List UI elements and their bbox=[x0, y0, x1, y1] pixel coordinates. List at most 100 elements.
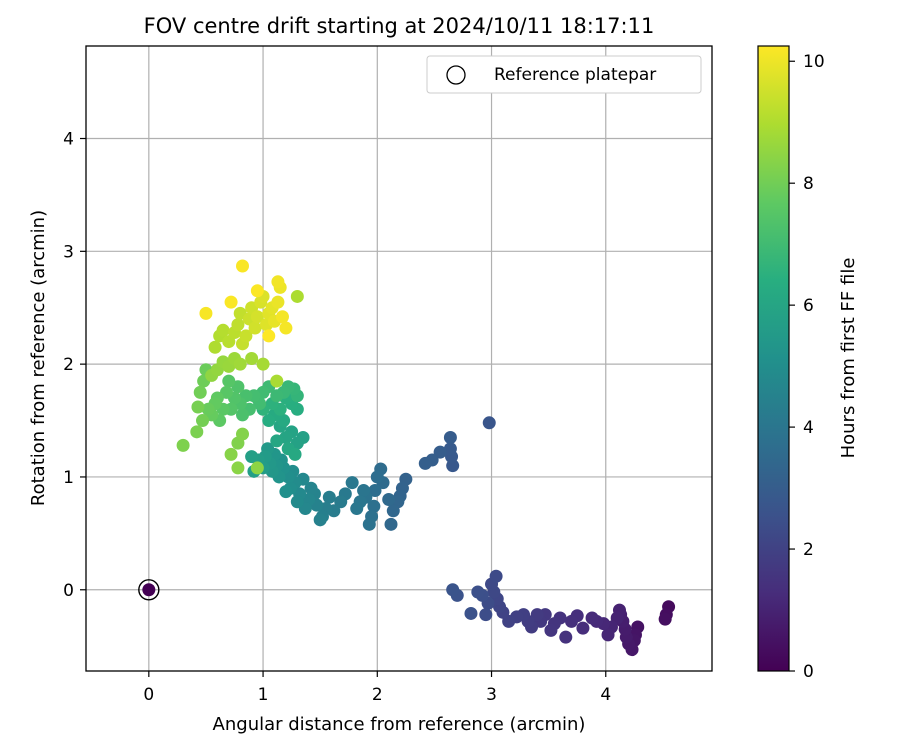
y-tick-label: 3 bbox=[63, 242, 74, 262]
data-point bbox=[250, 461, 264, 475]
data-point bbox=[245, 352, 259, 365]
data-point bbox=[464, 606, 478, 620]
colorbar-tick-label: 10 bbox=[803, 52, 825, 72]
data-point bbox=[256, 357, 270, 371]
data-point bbox=[443, 430, 457, 444]
colorbar-tick-label: 2 bbox=[803, 540, 814, 560]
data-point bbox=[222, 374, 236, 388]
data-point bbox=[208, 340, 222, 354]
data-point bbox=[193, 385, 207, 399]
data-points bbox=[138, 259, 676, 657]
data-point bbox=[231, 318, 245, 332]
data-point bbox=[530, 608, 544, 622]
data-point bbox=[290, 289, 304, 303]
data-point bbox=[345, 476, 359, 490]
legend-box bbox=[426, 55, 702, 94]
legend-marker bbox=[446, 65, 466, 85]
data-point bbox=[270, 434, 284, 448]
data-point bbox=[236, 427, 249, 441]
data-point bbox=[544, 623, 558, 637]
data-point bbox=[250, 310, 264, 324]
data-point bbox=[304, 481, 318, 495]
data-point bbox=[482, 416, 496, 430]
data-point bbox=[489, 569, 503, 583]
data-point bbox=[231, 461, 245, 475]
data-point bbox=[350, 502, 364, 516]
colorbar-label: Hours from first FF file bbox=[838, 258, 859, 459]
colorbar-gradient bbox=[757, 45, 790, 672]
data-point bbox=[479, 608, 493, 622]
plot-frame bbox=[85, 45, 713, 672]
chart-title: FOV centre drift starting at 2024/10/11 … bbox=[144, 14, 655, 38]
x-tick-label: 1 bbox=[258, 685, 269, 705]
data-point bbox=[199, 306, 213, 320]
data-point bbox=[270, 389, 284, 403]
data-point bbox=[382, 493, 396, 507]
data-point bbox=[471, 585, 485, 599]
data-point bbox=[279, 485, 293, 499]
data-point bbox=[275, 310, 289, 324]
data-point bbox=[279, 321, 293, 335]
data-point bbox=[384, 517, 398, 531]
data-point bbox=[224, 447, 238, 461]
data-point bbox=[176, 438, 190, 452]
data-point bbox=[250, 284, 264, 298]
data-point bbox=[313, 513, 327, 527]
data-point bbox=[239, 329, 253, 343]
data-point bbox=[446, 583, 460, 597]
data-point bbox=[418, 456, 432, 470]
data-point bbox=[357, 483, 371, 497]
data-point bbox=[196, 414, 210, 428]
data-point bbox=[142, 583, 156, 597]
data-point bbox=[216, 323, 230, 337]
y-tick-label: 0 bbox=[63, 581, 74, 601]
data-point bbox=[443, 442, 457, 456]
x-tick-label: 2 bbox=[372, 685, 383, 705]
colorbar-tick-label: 4 bbox=[803, 418, 814, 438]
data-point bbox=[367, 499, 381, 513]
legend: Reference platepar bbox=[426, 55, 702, 94]
y-tick-label: 4 bbox=[63, 130, 74, 150]
x-tick-label: 4 bbox=[600, 685, 611, 705]
grid bbox=[86, 46, 712, 671]
data-point bbox=[368, 483, 382, 497]
data-point bbox=[334, 495, 348, 509]
colorbar-tick-label: 8 bbox=[803, 174, 814, 194]
data-point bbox=[190, 425, 204, 439]
data-point bbox=[433, 445, 447, 459]
data-point bbox=[224, 295, 238, 309]
data-point bbox=[248, 321, 262, 335]
data-point bbox=[658, 612, 672, 626]
colorbar: 0 2 4 6 8 10 Hours from first FF file bbox=[757, 45, 859, 682]
colorbar-ticks: 0 2 4 6 8 10 bbox=[789, 52, 825, 682]
data-point bbox=[290, 495, 304, 509]
data-point bbox=[576, 621, 590, 635]
data-point bbox=[245, 450, 259, 464]
legend-label: Reference platepar bbox=[494, 65, 656, 85]
x-tick-label: 0 bbox=[143, 685, 154, 705]
data-point bbox=[585, 611, 599, 625]
data-point bbox=[236, 259, 249, 273]
data-point bbox=[564, 614, 578, 628]
reference-marker bbox=[138, 579, 160, 601]
y-axis-label: Rotation from reference (arcmin) bbox=[28, 210, 49, 506]
data-point bbox=[271, 275, 285, 289]
axis-ticks: 0 1 2 3 4 0 1 2 3 4 bbox=[63, 130, 611, 705]
data-point bbox=[386, 504, 400, 518]
colorbar-tick-label: 6 bbox=[803, 296, 814, 316]
colorbar-tick-label: 0 bbox=[803, 662, 814, 682]
data-point bbox=[362, 517, 376, 531]
x-tick-label: 3 bbox=[486, 685, 497, 705]
data-point bbox=[271, 295, 285, 309]
data-point bbox=[262, 414, 276, 428]
data-point bbox=[236, 408, 249, 422]
y-tick-label: 1 bbox=[63, 468, 74, 488]
data-point bbox=[201, 402, 215, 416]
data-point bbox=[288, 447, 302, 461]
x-axis-label: Angular distance from reference (arcmin) bbox=[213, 714, 586, 735]
data-point bbox=[233, 357, 247, 371]
data-point bbox=[601, 628, 615, 642]
y-tick-label: 2 bbox=[63, 355, 74, 375]
